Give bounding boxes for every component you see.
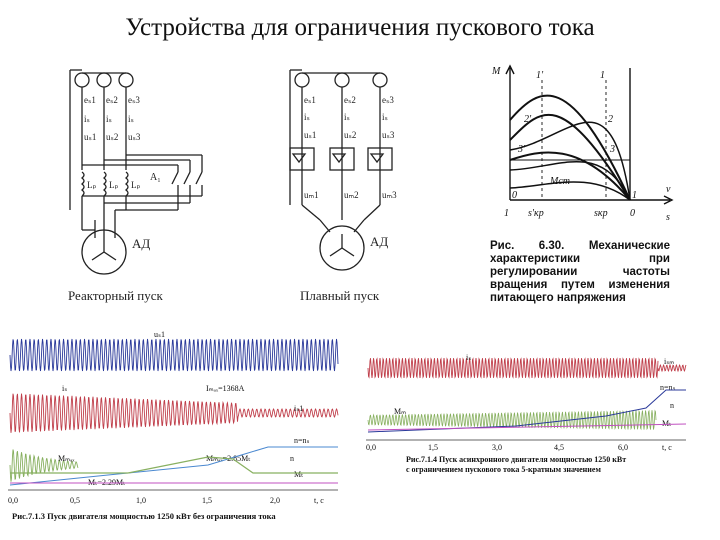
reactor-u1: uₛ1: [84, 132, 96, 142]
curve-label-2p: 2': [524, 114, 532, 125]
osc1-torque-curve: [10, 456, 338, 474]
reactor-lp1: Lₚ: [87, 180, 96, 190]
osc2-mt-end: Mₜ: [662, 419, 671, 428]
mech-x-axis-s: s: [666, 212, 670, 223]
osc2-i-end: iₛₘ: [664, 357, 674, 366]
curve-label-1p: 1': [536, 70, 544, 81]
reactor-u3: uₛ3: [128, 132, 141, 142]
soft-um3: uₘ3: [382, 190, 397, 200]
osc1-tick-1: 0,5: [70, 496, 80, 505]
osc2-speed-curve: [367, 389, 686, 433]
osc2-i-label: iₛ: [466, 353, 471, 362]
reactor-i3: iₛ: [128, 114, 134, 124]
soft-u2: uₛ2: [344, 130, 356, 140]
mst-label: Mст: [549, 176, 570, 187]
osc1-mmax1: Mₘₐₓ: [58, 454, 75, 463]
osc1-tick-3: 1,5: [202, 496, 212, 505]
reactor-caption: Реакторный пуск: [68, 288, 164, 303]
soft-e3: eₛ3: [382, 95, 394, 105]
osc2-caption-1: Рис.7.1.4 Пуск асинхронного двигателя мо…: [406, 455, 626, 464]
mech-y-axis: M: [491, 66, 501, 77]
osc1-i-end: iₛ1: [294, 404, 303, 413]
osc1-imax: Iₘₐₓ=1368A: [206, 384, 245, 393]
osc2-tick-2: 3,0: [492, 443, 502, 452]
osc2-x-unit: t, c: [662, 443, 672, 452]
mech-tick-1: 1: [504, 208, 509, 219]
reactor-e1: eₛ1: [84, 95, 96, 105]
osc1-i-label: iₛ: [62, 384, 67, 393]
curve-label-2: 2: [608, 114, 613, 125]
skr-label: sкр: [594, 208, 608, 219]
reactor-lp3: Lₚ: [131, 180, 140, 190]
reactor-e2: eₛ2: [106, 95, 118, 105]
soft-um1: uₘ1: [304, 190, 319, 200]
osc1-tick-0: 0,0: [8, 496, 18, 505]
contactor-label: A₁: [150, 172, 161, 183]
mech-figure-caption: Рис. 6.30. Механические характеристики п…: [490, 240, 670, 304]
osc2-n-right: n: [670, 401, 674, 410]
soft-u1: uₛ1: [304, 130, 316, 140]
reactor-lp2: Lₚ: [109, 180, 118, 190]
osc1-tick-2: 1,0: [136, 496, 146, 505]
osc1-n-right: n: [290, 454, 294, 463]
osc2-tick-3: 4,5: [554, 443, 564, 452]
mech-tick-1r: 1: [632, 190, 637, 201]
oscillogram-current-limited: iₛ iₛₘ n=nₛ n Mₘ Mₜ 0,0 1,5 3,0 4,5 6,0 …: [366, 353, 687, 474]
soft-u3: uₛ3: [382, 130, 395, 140]
osc2-current-band: [367, 357, 687, 431]
reactor-e3: eₛ3: [128, 95, 140, 105]
osc1-mt-end: Mₜ: [294, 470, 303, 479]
osc2-caption-2: с ограничением пускового тока 5-кратным …: [406, 465, 601, 474]
osc2-tick-0: 0,0: [366, 443, 376, 452]
osc2-tick-1: 1,5: [428, 443, 438, 452]
osc2-load-curve: [367, 423, 687, 431]
reactor-i1: iₛ: [84, 114, 90, 124]
mechanical-characteristics-chart: M ν s 1' 1 2' 2 3' 3 Mст s'кр sкр 0 1 1 …: [491, 64, 674, 223]
osc1-caption: Рис.7.1.3 Пуск двигателя мощностью 1250 …: [12, 511, 276, 521]
skr1-label: s'кр: [528, 208, 544, 219]
soft-i1: iₛ: [304, 112, 310, 122]
page-title: Устройства для ограничения пускового ток…: [125, 14, 595, 41]
mech-tick-0r: 0: [630, 208, 635, 219]
osc1-speed-curve: [9, 446, 338, 486]
osc1-u-label: uₛ1: [154, 330, 165, 339]
curve-label-3p: 3': [517, 144, 526, 155]
mech-tick-0: 0: [512, 190, 517, 201]
soft-start-scheme: eₛ1 eₛ2 eₛ3 iₛ iₛ iₛ uₛ1 uₛ2 uₛ3 uₘ1 uₘ2…: [289, 69, 397, 303]
soft-e2: eₛ2: [344, 95, 356, 105]
osc2-tick-4: 6,0: [618, 443, 628, 452]
osc2-m-label: Mₘ: [394, 407, 406, 416]
osc1-tick-4: 2,0: [270, 496, 280, 505]
soft-motor-label: АД: [370, 234, 388, 249]
reactor-u2: uₛ2: [106, 132, 118, 142]
reactor-motor-label: АД: [132, 236, 150, 251]
oscillogram-no-limit: uₛ1 iₛ Iₘₐₓ=1368A iₛ1 n=nₛ n Mₘₐₓ Mₘₐₓ=2…: [8, 330, 339, 521]
reactor-i2: iₛ: [106, 114, 112, 124]
reactor-start-scheme: eₛ1 eₛ2 eₛ3 iₛ iₛ iₛ uₛ1 uₛ2 uₛ3 Lₚ Lₚ L…: [68, 69, 203, 303]
osc1-x-unit: t, c: [314, 496, 324, 505]
osc1-current-band: [9, 393, 339, 482]
soft-caption: Плавный пуск: [300, 288, 380, 303]
osc2-n-label: n=nₛ: [660, 383, 676, 392]
soft-um2: uₘ2: [344, 190, 359, 200]
curve-label-1: 1: [600, 70, 605, 81]
soft-e1: eₛ1: [304, 95, 316, 105]
soft-i2: iₛ: [344, 112, 350, 122]
curve-label-3: 3: [609, 144, 615, 155]
osc1-voltage-band: [9, 338, 339, 372]
mech-x-axis: ν: [666, 184, 671, 195]
osc1-n-label: n=nₛ: [294, 436, 310, 445]
soft-i3: iₛ: [382, 112, 388, 122]
